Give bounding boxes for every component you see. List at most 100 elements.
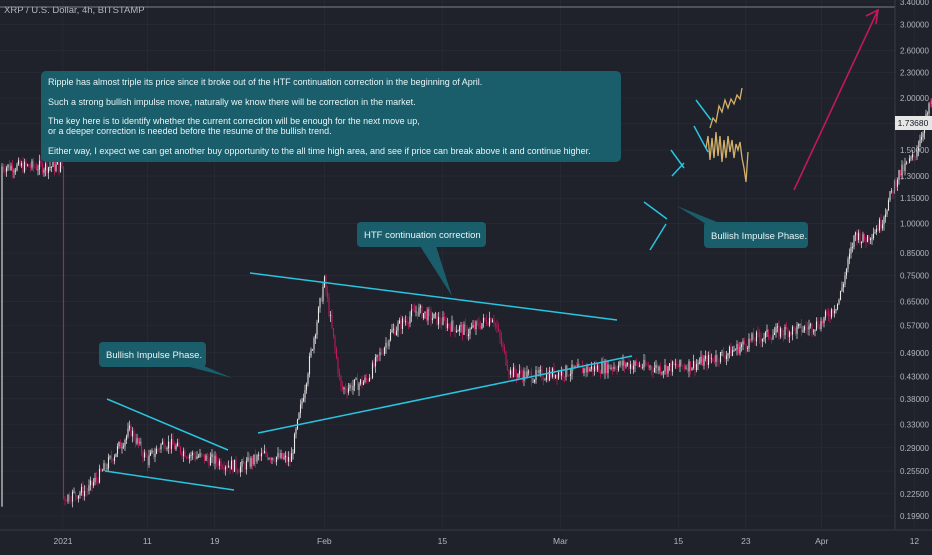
candle-body bbox=[127, 428, 129, 436]
candle-body bbox=[281, 453, 284, 459]
candle-body bbox=[661, 372, 663, 374]
candle-body bbox=[331, 314, 333, 328]
candle-body bbox=[536, 370, 539, 373]
candle-body bbox=[305, 383, 308, 390]
candle-body bbox=[449, 326, 452, 332]
candle-body bbox=[928, 103, 930, 114]
candle-body bbox=[247, 457, 249, 461]
y-tick-label: 0.85000 bbox=[900, 249, 929, 258]
candle-body bbox=[466, 326, 468, 337]
y-tick-label: 0.57000 bbox=[900, 321, 929, 330]
candle-body bbox=[781, 328, 783, 334]
candle-body bbox=[674, 364, 677, 365]
candle-body bbox=[289, 456, 291, 462]
candle-body bbox=[338, 373, 341, 376]
candle-body bbox=[854, 232, 857, 236]
candle-body bbox=[373, 363, 375, 367]
candle-body bbox=[244, 463, 246, 470]
candle-body bbox=[689, 361, 692, 371]
candle-body bbox=[71, 491, 74, 502]
candle-body bbox=[589, 368, 591, 372]
candle-body bbox=[808, 325, 810, 330]
candle-body bbox=[920, 136, 923, 140]
candle-body bbox=[229, 465, 231, 470]
candle-body bbox=[7, 164, 9, 168]
candle-body bbox=[59, 162, 62, 172]
commentary-line-1: Ripple has almost triple its price since… bbox=[48, 77, 482, 87]
candle-body bbox=[92, 482, 95, 486]
candle-body bbox=[718, 361, 720, 362]
candle-body bbox=[812, 331, 815, 332]
candle-body bbox=[248, 457, 251, 467]
candle-body bbox=[163, 441, 165, 449]
candle-body bbox=[872, 233, 875, 239]
candle-body bbox=[223, 468, 225, 470]
candle-body bbox=[884, 214, 887, 218]
candle-body bbox=[421, 305, 423, 318]
callout-impulse-left-box bbox=[99, 342, 206, 367]
candle-body bbox=[631, 364, 633, 370]
candle-body bbox=[169, 441, 171, 449]
candle-body bbox=[652, 369, 654, 373]
candle-body bbox=[761, 339, 764, 342]
candle-body bbox=[793, 326, 795, 329]
candle-body bbox=[701, 356, 704, 366]
candle-body bbox=[712, 358, 714, 362]
candle-body bbox=[778, 326, 780, 337]
candle-body bbox=[314, 334, 317, 339]
candle-body bbox=[760, 337, 762, 342]
candle-body bbox=[698, 362, 701, 364]
candle-body bbox=[28, 164, 30, 168]
candle-body bbox=[601, 362, 603, 374]
candle-body bbox=[419, 305, 422, 308]
candle-body bbox=[916, 150, 918, 157]
candle-body bbox=[773, 332, 776, 336]
candle-body bbox=[715, 355, 717, 362]
candle-body bbox=[532, 381, 534, 383]
candle-body bbox=[253, 454, 255, 465]
time-axis[interactable]: 20211119Feb15Mar1523Apr1220May1018 bbox=[54, 536, 932, 546]
candle-body bbox=[382, 353, 384, 355]
candle-body bbox=[724, 355, 726, 359]
candle-body bbox=[874, 232, 876, 234]
candle-body bbox=[505, 351, 507, 366]
candle-body bbox=[322, 286, 324, 302]
candle-body bbox=[226, 466, 228, 468]
x-tick-label: 23 bbox=[741, 536, 751, 546]
candle-body bbox=[392, 328, 395, 330]
candle-body bbox=[554, 374, 557, 378]
candle-body bbox=[511, 370, 513, 378]
x-tick-label: Apr bbox=[815, 536, 828, 546]
candle-body bbox=[116, 446, 119, 454]
candle-body bbox=[742, 341, 744, 345]
candle-body bbox=[733, 349, 735, 351]
candle-body bbox=[671, 361, 674, 372]
candle-body bbox=[328, 297, 330, 316]
candle-body bbox=[838, 299, 840, 304]
candle-body bbox=[857, 232, 860, 240]
candle-body bbox=[19, 160, 21, 166]
price-axis[interactable]: 3.40000 3.00000 2.60000 2.30000 2.00000 1.736… bbox=[900, 0, 929, 521]
callout-impulse-right: Bullish Impulse Phase. bbox=[677, 206, 808, 248]
projection-paths bbox=[705, 87, 749, 183]
candle-body bbox=[898, 170, 900, 180]
candle-body bbox=[64, 497, 66, 501]
candle-body bbox=[562, 370, 564, 377]
candle-body bbox=[707, 355, 710, 366]
candle-body bbox=[547, 373, 549, 381]
candle-body bbox=[346, 390, 348, 393]
candle-body bbox=[316, 322, 318, 335]
candle-body bbox=[178, 442, 180, 447]
candle-body bbox=[670, 363, 672, 372]
candle-body bbox=[145, 452, 147, 457]
candle-body bbox=[775, 327, 777, 333]
candle-body bbox=[563, 376, 566, 378]
candle-body bbox=[388, 340, 390, 347]
candle-body bbox=[242, 460, 245, 464]
candle-body bbox=[623, 360, 626, 367]
y-tick-label: 1.50000 bbox=[900, 146, 929, 155]
trendline-jan-lower bbox=[104, 470, 235, 491]
candle-body bbox=[332, 327, 335, 337]
candle-body bbox=[413, 309, 416, 313]
